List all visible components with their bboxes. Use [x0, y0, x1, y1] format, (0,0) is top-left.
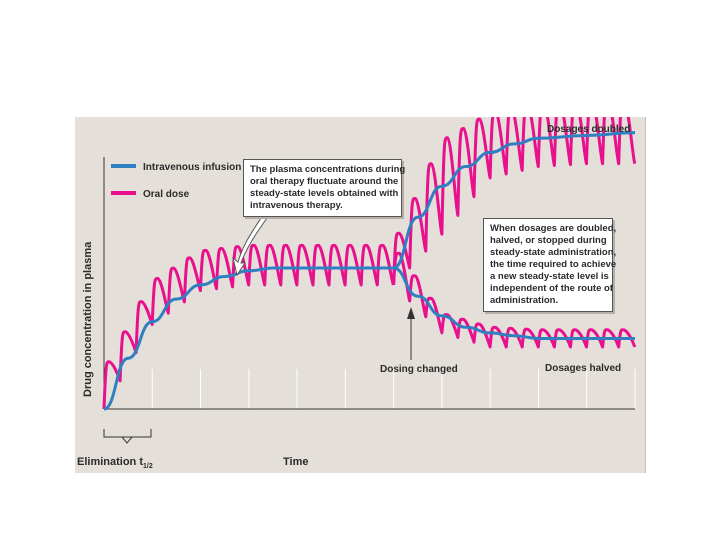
- oral-dose-line-halved: [392, 251, 637, 349]
- iv-infusion-line-baseline: [103, 266, 394, 411]
- chart-figure: Intravenous infusion Oral dose Drug conc…: [75, 117, 646, 473]
- callout-dose-change-line: independent of the route of: [490, 283, 613, 294]
- callout-dose-change-line: administration.: [490, 295, 559, 306]
- callout-oral-line: steady-state levels obtained with: [250, 188, 399, 199]
- legend-label-oral: Oral dose: [143, 189, 190, 200]
- y-axis-label: Drug concentration in plasma: [82, 241, 94, 397]
- callout-pointer: [232, 217, 268, 277]
- legend-label-iv: Intravenous infusion: [143, 162, 241, 173]
- dosing-changed-arrow: [407, 307, 415, 360]
- callout-oral-fluctuation: The plasma concentrations during oral the…: [243, 159, 406, 217]
- x-axis-label: Time: [283, 456, 308, 468]
- elimination-bracket: [103, 429, 152, 444]
- callout-oral-line: The plasma concentrations during: [250, 164, 406, 175]
- oral-dose-line-doubled: [392, 117, 637, 285]
- callout-dose-change-line: halved, or stopped during: [490, 235, 607, 246]
- legend: Intravenous infusion Oral dose: [111, 162, 241, 200]
- oral-dose-line-baseline: [102, 243, 395, 410]
- annotation-dosing-changed: Dosing changed: [380, 364, 458, 375]
- annotation-dosages-halved: Dosages halved: [545, 363, 621, 374]
- callout-dose-change: When dosages are doubled, halved, or stop…: [483, 218, 617, 312]
- callout-dose-change-line: a new steady-state level is: [490, 271, 609, 282]
- annotation-dosages-doubled: Dosages doubled: [547, 124, 630, 135]
- callout-dose-change-line: steady-state administration,: [490, 247, 617, 258]
- callout-oral-line: oral therapy fluctuate around the: [250, 176, 399, 187]
- callout-oral-line: intravenous therapy.: [250, 200, 343, 211]
- callout-dose-change-line: the time required to achieve: [490, 259, 617, 270]
- elimination-half-life-label: Elimination t1/2: [77, 456, 153, 470]
- series-layer: [102, 117, 637, 411]
- chart-plot: Intravenous infusion Oral dose Drug conc…: [77, 117, 637, 470]
- iv-infusion-line-doubled: [392, 131, 636, 270]
- grid-lines: [151, 369, 636, 409]
- iv-infusion-line-halved: [393, 266, 635, 340]
- callout-dose-change-line: When dosages are doubled,: [490, 223, 617, 234]
